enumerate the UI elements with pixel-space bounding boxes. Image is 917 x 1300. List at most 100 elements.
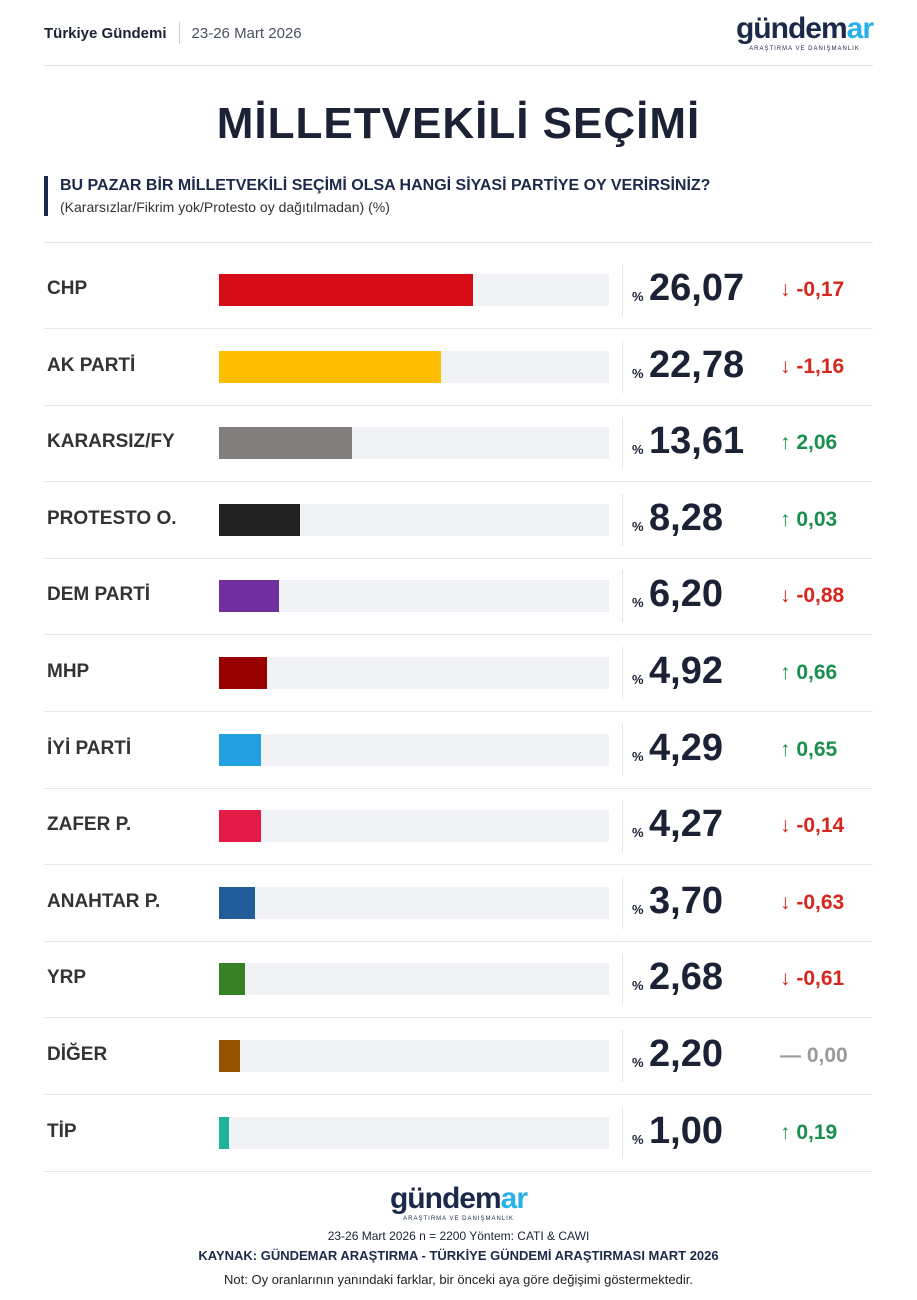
category-label: DİĞER	[47, 1044, 108, 1065]
bar	[219, 810, 261, 843]
change-value: 0,65	[796, 737, 838, 761]
value-label: 13,61	[649, 420, 745, 463]
change-label: ↑ 0,65	[780, 737, 837, 762]
change-label: ↑ 0,19	[780, 1120, 837, 1145]
change-value: -0,61	[796, 967, 845, 991]
bar-track	[219, 274, 609, 306]
bar	[219, 274, 474, 306]
percent-sign: %	[632, 442, 644, 458]
value-label: 8,28	[649, 496, 723, 539]
value-label: 2,20	[649, 1033, 723, 1075]
divider	[622, 1030, 623, 1082]
logo-word: gündem	[735, 12, 848, 45]
percent-sign: %	[632, 365, 644, 381]
category-label: ZAFER P.	[47, 814, 132, 836]
method-text: 23-26 Mart 2026 n = 2200 Yöntem: CATI & …	[327, 1229, 590, 1243]
divider	[622, 493, 623, 546]
logo-accent: ar	[846, 12, 874, 45]
arrow-up-icon: ↑	[780, 661, 791, 684]
bar-row: DEM PARTİ % 6,20 ↓ -0,88	[44, 558, 873, 636]
divider	[622, 723, 623, 776]
change-value: -0,17	[796, 278, 845, 301]
divider	[622, 570, 623, 623]
category-label: MHP	[47, 661, 90, 682]
bar-track	[219, 580, 609, 613]
percent-sign: %	[632, 672, 644, 687]
category-label: DEM PARTİ	[47, 584, 151, 606]
category-label: PROTESTO O.	[47, 507, 177, 529]
bar	[219, 350, 442, 383]
bar-row: PROTESTO O. % 8,28 ↑ 0,03	[44, 482, 873, 559]
percent-sign: %	[632, 825, 644, 841]
arrow-down-icon: ↓	[780, 890, 791, 914]
percent-sign: %	[632, 1055, 644, 1070]
change-label: ↑ 2,06	[780, 430, 837, 455]
dash-icon: —	[780, 1044, 801, 1067]
change-label: ↓ -0,61	[780, 966, 844, 991]
bar-row: ANAHTAR P. % 3,70 ↓ -0,63	[44, 865, 873, 942]
bar-track	[219, 733, 609, 766]
value-label: 4,27	[649, 803, 723, 846]
divider	[622, 876, 623, 929]
arrow-down-icon: ↓	[780, 278, 791, 301]
footer-logo: gündemar ARAŞTIRMA VE DANIŞMANLIK	[0, 1182, 917, 1223]
bar-track	[219, 1116, 609, 1149]
change-value: -0,88	[796, 584, 845, 608]
bar-row: İYİ PARTİ % 4,29 ↑ 0,65	[44, 712, 873, 789]
bar-row: AK PARTİ % 22,78 ↓ -1,16	[44, 329, 873, 406]
bar-track	[219, 350, 609, 383]
divider	[622, 340, 623, 393]
change-value: -0,14	[796, 814, 845, 838]
divider	[622, 264, 623, 316]
arrow-down-icon: ↓	[780, 354, 791, 378]
arrow-down-icon: ↓	[780, 584, 791, 608]
category-label: TİP	[47, 1120, 77, 1142]
percent-sign: %	[632, 289, 644, 304]
change-value: 0,00	[806, 1044, 848, 1067]
source-text: KAYNAK: GÜNDEMAR ARAŞTIRMA - TÜRKİYE GÜN…	[198, 1248, 719, 1263]
note-text: Not: Oy oranlarının yanındaki farklar, b…	[224, 1272, 693, 1287]
bar	[219, 963, 246, 996]
bar-track	[219, 963, 609, 996]
change-label: ↓ -1,16	[780, 354, 844, 379]
bar	[219, 503, 300, 536]
value-label: 4,29	[649, 726, 723, 769]
value-label: 26,07	[649, 267, 745, 309]
change-label: ↓ -0,63	[780, 890, 844, 915]
logo-word: gündem	[389, 1182, 502, 1215]
bar-track	[219, 657, 609, 689]
header-date: 23-26 Mart 2026	[191, 24, 302, 42]
arrow-down-icon: ↓	[780, 814, 791, 838]
category-label: CHP	[47, 278, 88, 299]
change-value: 2,06	[796, 431, 838, 455]
divider	[622, 417, 623, 470]
bar	[219, 657, 267, 689]
category-label: KARARSIZ/FY	[47, 431, 175, 453]
value-label: 6,20	[649, 573, 723, 616]
change-value: -0,63	[796, 890, 845, 914]
divider	[44, 65, 873, 66]
divider	[178, 22, 180, 44]
value-label: 22,78	[649, 343, 745, 386]
percent-sign: %	[632, 901, 644, 917]
change-label: ↓ -0,88	[780, 583, 844, 608]
arrow-up-icon: ↑	[780, 737, 791, 761]
category-label: YRP	[47, 967, 87, 989]
bar-row: TİP % 1,00 ↑ 0,19	[44, 1095, 873, 1172]
change-label: ↑ 0,66	[780, 660, 837, 685]
bar-track	[219, 886, 609, 919]
divider	[44, 242, 873, 243]
percent-sign: %	[632, 1131, 644, 1147]
page-title: MİLLETVEKİLİ SEÇİMİ	[216, 99, 701, 148]
value-label: 4,92	[649, 650, 723, 692]
logo-tagline: ARAŞTIRMA VE DANIŞMANLIK	[749, 46, 860, 52]
divider	[622, 953, 623, 1006]
divider	[622, 1106, 623, 1159]
category-label: ANAHTAR P.	[47, 890, 161, 912]
subtitle: (Kararsızlar/Fikrim yok/Protesto oy dağı…	[60, 199, 390, 216]
divider	[622, 800, 623, 853]
bar	[219, 1116, 229, 1149]
arrow-up-icon: ↑	[780, 507, 791, 531]
question: BU PAZAR BİR MİLLETVEKİLİ SEÇİMİ OLSA HA…	[60, 177, 711, 194]
change-label: ↓ -0,14	[780, 813, 844, 838]
